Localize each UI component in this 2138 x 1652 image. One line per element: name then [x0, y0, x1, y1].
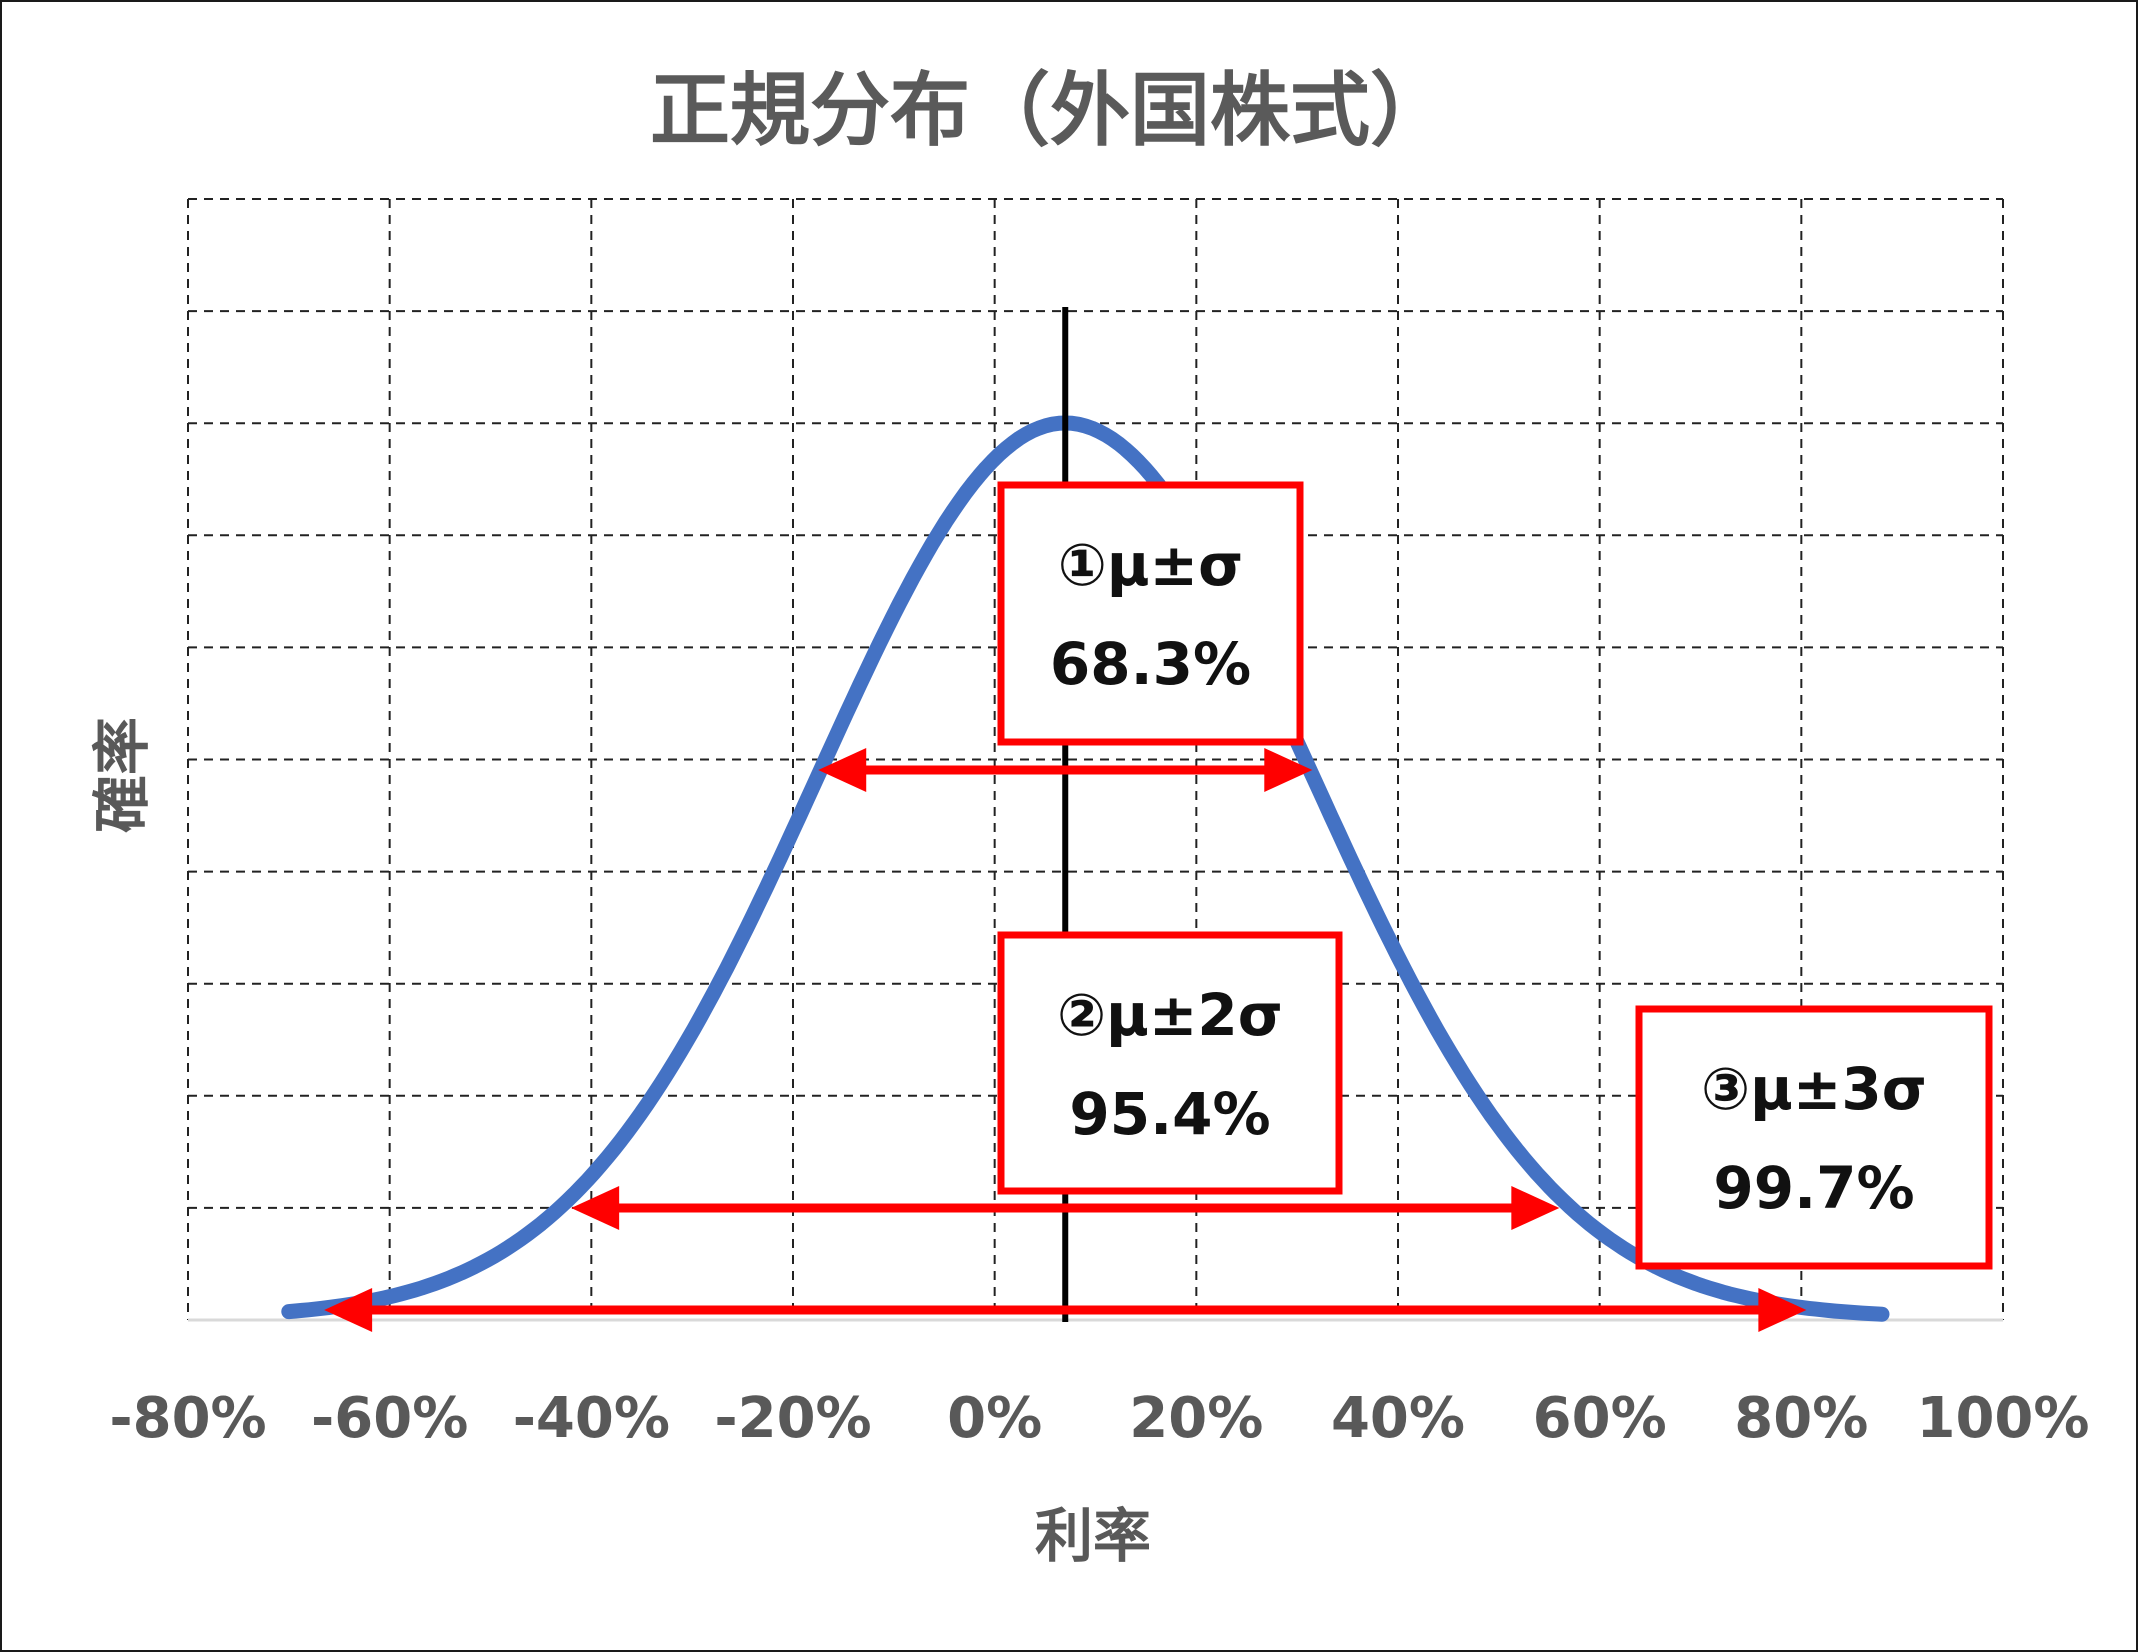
interval-label-sigma: ①μ±σ	[1058, 531, 1244, 599]
arrow-head-left	[571, 1186, 620, 1230]
interval-label-percent: 95.4%	[1069, 1080, 1270, 1148]
distribution-curve	[281, 415, 1890, 1322]
interval-arrows	[324, 748, 1807, 1332]
x-tick-label: -40%	[513, 1386, 670, 1451]
arrow-head-right	[1264, 748, 1313, 792]
interval-arrow	[571, 1186, 1560, 1230]
interval-label-sigma: ②μ±2σ	[1057, 981, 1283, 1049]
x-tick-label: 20%	[1129, 1386, 1263, 1451]
interval-label-sigma: ③μ±3σ	[1701, 1055, 1927, 1123]
interval-label-frame	[997, 481, 1304, 746]
x-tick-label: 100%	[1916, 1386, 2089, 1451]
x-tick-label: 40%	[1331, 1386, 1465, 1451]
interval-label-box: ①μ±σ 68.3%	[997, 481, 1304, 746]
interval-arrow	[818, 748, 1313, 792]
interval-label-frame	[997, 931, 1343, 1195]
x-tick-label: 80%	[1734, 1386, 1868, 1451]
interval-label-box: ③μ±3σ 99.7%	[1635, 1005, 1993, 1270]
arrow-head-right	[1511, 1186, 1560, 1230]
interval-labels: ①μ±σ 68.3% ②μ±2σ 95.4% ③μ±3σ 99.7%	[997, 481, 1993, 1270]
interval-label-percent: 99.7%	[1713, 1154, 1914, 1222]
x-tick-labels: -80% -60% -40% -20% 0% 20% 40% 60% 80% 100%	[109, 1386, 2089, 1451]
arrow-head-right	[1758, 1288, 1807, 1332]
x-tick-label: -80%	[109, 1386, 266, 1451]
arrow-head-left	[818, 748, 867, 792]
interval-arrow	[324, 1288, 1807, 1332]
x-tick-label: -20%	[714, 1386, 871, 1451]
interval-label-percent: 68.3%	[1050, 630, 1251, 698]
interval-label-box: ②μ±2σ 95.4%	[997, 931, 1343, 1195]
x-axis-label: 利率	[1035, 1502, 1151, 1570]
chart-title: 正規分布（外国株式）	[650, 64, 1450, 157]
x-tick-label: 60%	[1533, 1386, 1667, 1451]
x-tick-label: -60%	[311, 1386, 468, 1451]
arrow-head-left	[324, 1288, 373, 1332]
distribution-curve-group	[281, 415, 1890, 1322]
interval-label-frame	[1635, 1005, 1993, 1270]
y-axis-label: 確率	[88, 717, 156, 833]
x-tick-label: 0%	[947, 1386, 1042, 1451]
